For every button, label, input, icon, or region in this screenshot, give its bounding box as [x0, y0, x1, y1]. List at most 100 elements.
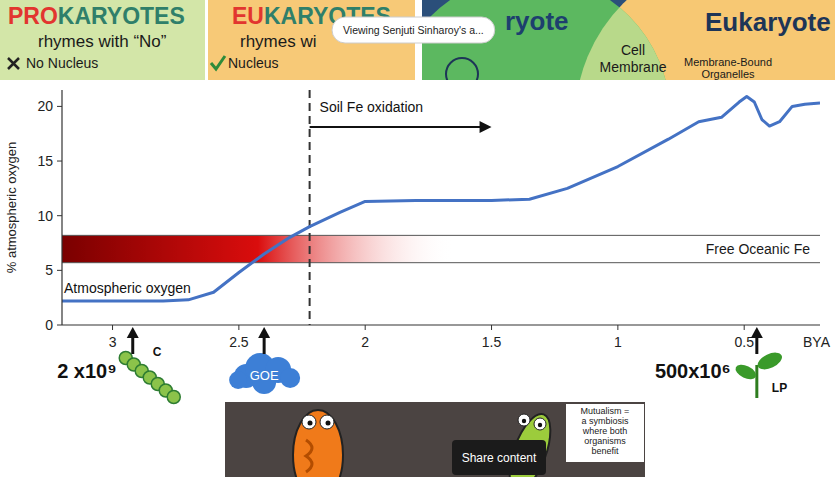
pupil — [326, 421, 331, 426]
series-label: Atmospheric oxygen — [64, 280, 191, 296]
event-label: GOE — [250, 368, 279, 383]
viewing-tooltip: Viewing Senjuti Sinharoy's a... — [332, 17, 495, 43]
arrow-head — [480, 121, 492, 133]
slide-subtitle: rhymes wi — [240, 32, 317, 51]
event-annotation: 500x10⁶ — [655, 360, 731, 382]
eye — [320, 415, 334, 429]
video-thumbnail: Mutualism =a symbiosiswhere bothorganism… — [225, 402, 645, 477]
caption-line: a symbiosis — [581, 416, 629, 426]
eye — [302, 415, 316, 429]
slide-item: Nucleus — [228, 55, 279, 71]
plot-area — [62, 90, 820, 325]
y-tick-label: 15 — [37, 153, 53, 169]
y-axis — [61, 90, 62, 325]
pupil — [308, 421, 313, 426]
arrow-head — [258, 327, 270, 338]
cristae — [306, 440, 312, 472]
event: C 2 x10⁹ — [57, 327, 180, 404]
share-text: Share content — [462, 451, 537, 465]
venn-label: Organelles — [701, 68, 755, 80]
slide-title: PROKARYOTES — [8, 3, 185, 29]
x-axis-title: BYA — [803, 334, 831, 350]
tooltip-text: Viewing Senjuti Sinharoy's a... — [343, 24, 484, 36]
y-tick-label: 20 — [37, 98, 53, 114]
band-edge — [62, 235, 820, 236]
screen: PROKARYOTES rhymes with “No” No Nucleus EU K… — [0, 0, 835, 477]
slide-item: No Nucleus — [26, 55, 98, 71]
chart-bg — [0, 84, 835, 398]
marker-label: Soil Fe oxidation — [320, 99, 424, 115]
tooltip-bg — [332, 17, 495, 43]
y-tick-label: 0 — [45, 317, 53, 333]
pupil — [522, 419, 526, 423]
x-tick — [365, 325, 366, 330]
slide-bg — [0, 0, 205, 80]
eye — [534, 418, 546, 430]
y-tick — [57, 161, 62, 162]
x-tick-label: 0.5 — [734, 334, 754, 350]
title-part: PRO — [8, 3, 58, 29]
venn-label: Membrane — [600, 59, 667, 75]
x-tick-label: 2 — [361, 334, 369, 350]
marker-line — [309, 90, 311, 325]
share-bg — [452, 440, 546, 475]
check-icon — [211, 56, 225, 69]
band-label: Free Oceanic Fe — [706, 241, 810, 257]
caption-line: benefit — [591, 446, 619, 456]
x-axis — [62, 324, 820, 325]
x-tick-label: 2.5 — [229, 334, 249, 350]
slide-left: PROKARYOTES rhymes with “No” No Nucleus — [0, 0, 205, 80]
x-tick — [238, 325, 239, 330]
x-tick — [617, 325, 618, 330]
caption-line: Mutualism = — [581, 406, 630, 416]
slide-subtitle: rhymes with “No” — [38, 32, 167, 51]
pupil — [538, 423, 542, 427]
eye — [518, 414, 530, 426]
x-tick — [744, 325, 745, 330]
marker-arrow — [310, 126, 482, 128]
y-tick — [57, 215, 62, 216]
caption-line: organisms — [584, 436, 626, 446]
arrow-head — [127, 327, 139, 338]
y-tick-label: 10 — [37, 208, 53, 224]
cloud-part — [229, 371, 247, 389]
caption-box — [566, 404, 644, 462]
venn-label: Cell — [621, 42, 645, 58]
event-arrow — [263, 337, 266, 354]
y-tick — [57, 325, 62, 326]
y-tick-label: 5 — [45, 262, 53, 278]
title-part: KARYOTES — [58, 3, 185, 29]
x-tick-label: 3 — [109, 334, 117, 350]
event-arrow — [131, 337, 134, 354]
cross-icon — [8, 58, 19, 69]
x-tick — [491, 325, 492, 330]
cell-icon — [446, 58, 478, 80]
event-arrow — [755, 337, 758, 354]
leaf — [755, 349, 784, 373]
x-tick-label: 1 — [614, 334, 622, 350]
mitochondrion — [293, 410, 343, 477]
leaf — [733, 362, 758, 382]
event-label: C — [153, 345, 162, 359]
y-tick — [57, 106, 62, 107]
caption-line: where both — [582, 426, 628, 436]
plant-stem — [755, 365, 758, 398]
event: LP 500x10⁶ — [655, 327, 787, 398]
x-tick — [112, 325, 113, 330]
venn-label: Membrane-Bound — [684, 56, 772, 68]
x-tick-label: 1.5 — [482, 334, 502, 350]
slide-title: ryote — [505, 6, 569, 36]
event-annotation: 2 x10⁹ — [57, 360, 117, 382]
cloud-part — [280, 368, 300, 388]
title-part: EU — [232, 3, 264, 29]
y-axis-title: % atmospheric oxygen — [4, 142, 19, 274]
oxygen-line — [62, 97, 820, 301]
arrow-head — [751, 327, 763, 338]
y-tick — [57, 270, 62, 271]
slide-title: Eukaryote — [705, 7, 831, 37]
video-bg — [225, 402, 645, 477]
event: GOE — [229, 327, 300, 394]
cyano-cell — [167, 391, 180, 404]
event-label: LP — [772, 381, 787, 395]
band-edge — [62, 262, 820, 263]
